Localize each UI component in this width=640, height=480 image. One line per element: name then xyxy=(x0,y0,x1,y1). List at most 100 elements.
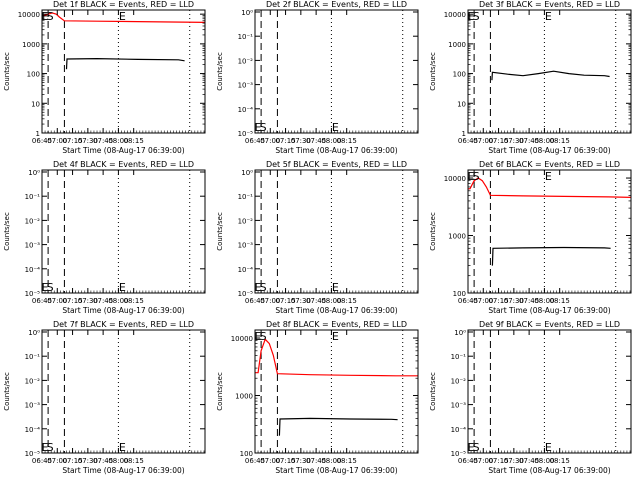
x-tick-label: 07:00 xyxy=(47,457,67,465)
x-tick-label: 08:00 xyxy=(534,137,554,145)
y-tick-label: 10⁻² xyxy=(25,377,41,385)
detector-panel: Det 5f BLACK = Events, RED = LLD Counts/s… xyxy=(216,160,419,315)
y-tick-label: 10⁻¹ xyxy=(238,33,254,41)
x-tick-label: 07:15 xyxy=(62,457,82,465)
marker-annotation: S xyxy=(47,10,54,23)
marker-annotation: S xyxy=(473,10,480,23)
marker-annotation: E xyxy=(467,441,474,454)
marker-annotation: E xyxy=(119,441,126,454)
x-tick-label: 07:30 xyxy=(78,457,98,465)
y-tick-label: 1000 xyxy=(448,233,466,241)
x-tick-label: 07:45 xyxy=(519,297,539,305)
x-tick-label: 06:45 xyxy=(245,457,265,465)
panel-title: Det 4f BLACK = Events, RED = LLD xyxy=(53,160,194,169)
y-tick-label: 10⁻³ xyxy=(238,242,254,250)
x-tick-label: 08:00 xyxy=(534,457,554,465)
y-tick-label: 10000 xyxy=(444,11,466,19)
x-tick-label: 08:15 xyxy=(124,297,144,305)
y-axis-label: Counts/sec xyxy=(3,52,11,91)
x-tick-label: 07:45 xyxy=(93,137,113,145)
y-tick-label: 10⁻⁴ xyxy=(238,266,254,274)
x-tick-label: 07:30 xyxy=(504,297,524,305)
marker-annotation: E xyxy=(332,330,339,343)
series-line-events xyxy=(65,57,185,70)
x-tick-label: 08:15 xyxy=(550,297,570,305)
x-tick-label: 08:15 xyxy=(337,457,357,465)
x-tick-label: 06:45 xyxy=(32,297,52,305)
x-tick-label: 07:00 xyxy=(260,137,280,145)
y-tick-label: 10⁻⁵ xyxy=(25,290,41,298)
y-tick-label: 10⁰ xyxy=(241,9,253,17)
x-axis-label: Start Time (08-Aug-17 06:39:00) xyxy=(275,466,397,475)
y-tick-label: 10⁻¹ xyxy=(25,353,41,361)
x-tick-label: 07:45 xyxy=(519,457,539,465)
series-line-lld xyxy=(468,177,631,198)
y-tick-label: 100 xyxy=(453,71,466,79)
marker-annotation: E xyxy=(254,121,261,134)
y-tick-label: 10000 xyxy=(18,11,40,19)
y-tick-label: 10 xyxy=(31,100,40,108)
detector-panel: Det 1f BLACK = Events, RED = LLD Counts/s… xyxy=(3,0,206,155)
x-tick-label: 07:30 xyxy=(291,297,311,305)
x-tick-label: 06:45 xyxy=(32,457,52,465)
y-tick-label: 10⁻⁵ xyxy=(451,450,467,458)
y-tick-label: 10⁻³ xyxy=(451,402,467,410)
detector-panel: Det 8f BLACK = Events, RED = LLD Counts/s… xyxy=(216,320,419,475)
x-tick-label: 07:30 xyxy=(78,297,98,305)
marker-annotation: E xyxy=(332,121,339,134)
panel-title: Det 7f BLACK = Events, RED = LLD xyxy=(53,320,194,329)
x-tick-label: 06:45 xyxy=(32,137,52,145)
y-tick-label: 10⁻² xyxy=(451,377,467,385)
plot-frame xyxy=(467,329,632,454)
x-tick-label: 08:15 xyxy=(550,457,570,465)
y-tick-label: 10⁻³ xyxy=(25,242,41,250)
series-line-lld xyxy=(255,338,418,377)
y-tick-label: 100 xyxy=(27,71,40,79)
x-tick-label: 07:00 xyxy=(473,457,493,465)
y-tick-label: 10⁻⁴ xyxy=(25,266,41,274)
y-tick-label: 10⁻¹ xyxy=(451,353,467,361)
y-tick-label: 10⁻⁴ xyxy=(238,106,254,114)
x-axis-label: Start Time (08-Aug-17 06:39:00) xyxy=(488,466,610,475)
marker-annotation: E xyxy=(545,170,552,183)
plot-frame xyxy=(467,169,632,294)
y-tick-label: 10⁻² xyxy=(238,217,254,225)
x-tick-label: 06:45 xyxy=(458,297,478,305)
x-tick-label: 06:45 xyxy=(458,457,478,465)
y-tick-label: 1 xyxy=(36,130,40,138)
x-tick-label: 08:00 xyxy=(534,297,554,305)
panel-title: Det 6f BLACK = Events, RED = LLD xyxy=(479,160,620,169)
x-tick-label: 07:00 xyxy=(260,457,280,465)
marker-annotation: E xyxy=(119,10,126,23)
x-tick-label: 08:00 xyxy=(108,137,128,145)
x-tick-label: 07:45 xyxy=(519,137,539,145)
y-tick-label: 1000 xyxy=(22,41,40,49)
panel-title: Det 9f BLACK = Events, RED = LLD xyxy=(479,320,620,329)
y-tick-label: 10⁰ xyxy=(241,169,253,177)
plot-frame xyxy=(254,169,419,294)
y-axis-label: Counts/sec xyxy=(216,372,224,411)
marker-annotation: S xyxy=(473,170,480,183)
y-tick-label: 10⁻⁴ xyxy=(451,426,467,434)
y-tick-label: 10⁻³ xyxy=(238,82,254,90)
x-tick-label: 08:00 xyxy=(108,297,128,305)
plot-frame xyxy=(41,169,206,294)
detector-panel: Det 9f BLACK = Events, RED = LLD Counts/s… xyxy=(429,320,632,475)
x-tick-label: 07:00 xyxy=(473,297,493,305)
x-axis-label: Start Time (08-Aug-17 06:39:00) xyxy=(275,146,397,155)
y-tick-label: 10⁻⁵ xyxy=(238,130,254,138)
detector-panel: Det 7f BLACK = Events, RED = LLD Counts/s… xyxy=(3,320,206,475)
series-line-events xyxy=(278,417,398,436)
x-tick-label: 07:30 xyxy=(504,137,524,145)
x-tick-label: 08:15 xyxy=(337,297,357,305)
y-tick-label: 10⁻³ xyxy=(25,402,41,410)
marker-annotation: E xyxy=(41,441,48,454)
x-tick-label: 07:45 xyxy=(306,137,326,145)
y-axis-label: Counts/sec xyxy=(429,52,437,91)
y-tick-label: 10⁰ xyxy=(28,169,40,177)
x-tick-label: 07:45 xyxy=(306,297,326,305)
plot-frame xyxy=(41,329,206,454)
x-tick-label: 07:15 xyxy=(275,297,295,305)
y-tick-label: 10⁻¹ xyxy=(25,193,41,201)
series-line-events xyxy=(491,70,610,81)
